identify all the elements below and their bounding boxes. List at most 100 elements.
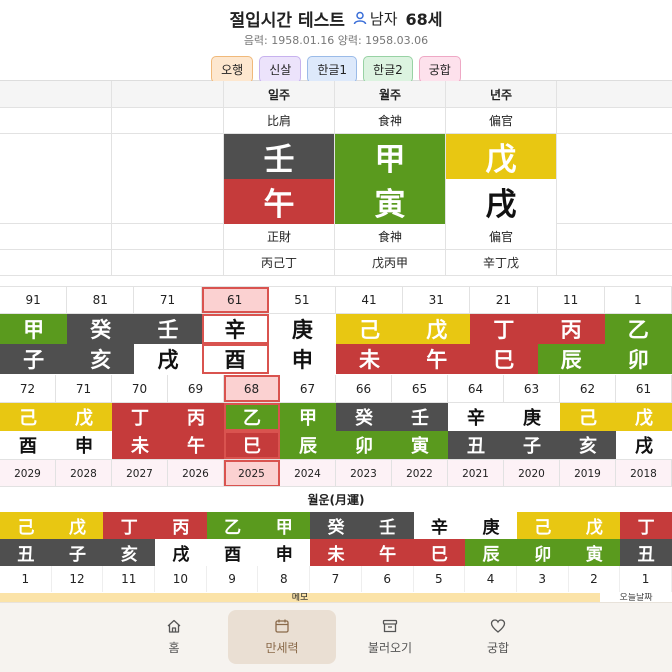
tengod-top-year: 偏官 xyxy=(446,108,557,133)
seun-year[interactable]: 2024 xyxy=(280,460,336,487)
today-strip[interactable]: 오늘날짜 xyxy=(619,593,653,603)
woleun-column[interactable]: 丁丑 xyxy=(620,512,672,566)
seun-column[interactable]: 壬寅 xyxy=(392,403,448,459)
daeun-stem: 戊 xyxy=(403,314,471,344)
daeun-age: 21 xyxy=(470,287,538,313)
daeun-branch: 卯 xyxy=(604,344,672,374)
woleun-branch: 巳 xyxy=(413,539,466,566)
woleun-stem: 庚 xyxy=(465,512,517,539)
daeun-column[interactable]: 丁巳 xyxy=(470,314,538,374)
seun-year[interactable]: 2023 xyxy=(336,460,392,487)
seun-year[interactable]: 2020 xyxy=(504,460,560,487)
woleun-column[interactable]: 庚辰 xyxy=(465,512,517,566)
woleun-column[interactable]: 壬午 xyxy=(361,512,414,566)
seun-year[interactable]: 2027 xyxy=(112,460,168,487)
year-pillar[interactable]: 戊 戌 xyxy=(446,134,557,224)
tengod-bottom-month: 食神 xyxy=(335,224,446,249)
daeun-branch: 子 xyxy=(0,344,68,374)
woleun-column[interactable]: 甲申 xyxy=(258,512,311,566)
nav-item-1[interactable]: 홈 xyxy=(120,610,228,664)
daeun-age-row: 91 81 71 61 51 41 31 21 11 1 xyxy=(0,286,672,314)
nav-label: 홈 xyxy=(168,641,180,655)
tab-4[interactable]: 한글2 xyxy=(363,56,413,83)
woleun-branch: 寅 xyxy=(568,539,621,566)
seun-year[interactable]: 2018 xyxy=(616,460,672,487)
seun-year[interactable]: 2021 xyxy=(448,460,504,487)
woleun-stem: 乙 xyxy=(206,512,259,539)
tengod-top-day: 比肩 xyxy=(224,108,335,133)
top-tengod-row: 比肩 食神 偏官 xyxy=(0,108,672,134)
seun-column[interactable]: 甲辰 xyxy=(280,403,336,459)
daeun-branch: 亥 xyxy=(67,344,135,374)
seun-year[interactable]: 2028 xyxy=(56,460,112,487)
woleun-column[interactable]: 己丑 xyxy=(0,512,52,566)
seun-branch: 酉 xyxy=(0,431,56,459)
seun-section: 72 71 70 69 68 67 66 65 64 63 62 61 己酉戊申丁未丙午乙巳甲辰癸卯壬… xyxy=(0,375,672,487)
seun-age: 71 xyxy=(56,375,112,402)
woleun-column[interactable]: 戊子 xyxy=(51,512,104,566)
hidden-stems-year: 辛丁戊 xyxy=(446,250,557,275)
seun-stem: 甲 xyxy=(280,403,336,431)
woleun-stem: 丁 xyxy=(103,512,156,539)
month-pillar[interactable]: 甲 寅 xyxy=(335,134,446,224)
daeun-column[interactable]: 壬戌 xyxy=(134,314,202,374)
woleun-column[interactable]: 丁亥 xyxy=(103,512,156,566)
daeun-branch: 午 xyxy=(403,344,471,374)
daeun-column[interactable]: 乙卯 xyxy=(604,314,672,374)
daeun-stem: 甲 xyxy=(0,314,68,344)
woleun-month: 11 xyxy=(103,566,156,592)
woleun-stem: 戊 xyxy=(568,512,621,539)
seun-year[interactable]: 2022 xyxy=(392,460,448,487)
daeun-column[interactable]: 辛酉 xyxy=(201,314,269,374)
seun-column[interactable]: 己酉 xyxy=(0,403,56,459)
daeun-section: 91 81 71 61 51 41 31 21 11 1 甲子癸亥壬戌辛酉庚申己未戊午丁巳丙辰乙卯 xyxy=(0,286,672,374)
seun-year[interactable]: 2019 xyxy=(560,460,616,487)
tengod-bottom-day: 正財 xyxy=(224,224,335,249)
nav-item-2[interactable]: 만세력 xyxy=(228,610,336,664)
seun-column[interactable]: 丙午 xyxy=(168,403,224,459)
seun-year[interactable]: 2026 xyxy=(168,460,224,487)
daeun-column[interactable]: 庚申 xyxy=(268,314,336,374)
seun-column[interactable]: 庚子 xyxy=(504,403,560,459)
hidden-stems-day: 丙己丁 xyxy=(224,250,335,275)
day-pillar[interactable]: 壬 午 xyxy=(224,134,335,224)
tab-5[interactable]: 궁합 xyxy=(418,56,461,83)
daeun-column[interactable]: 己未 xyxy=(335,314,404,374)
woleun-column[interactable]: 辛巳 xyxy=(413,512,466,566)
woleun-column[interactable]: 己卯 xyxy=(516,512,569,566)
seun-column[interactable]: 己亥 xyxy=(560,403,616,459)
tab-3[interactable]: 한글1 xyxy=(307,56,358,83)
woleun-column[interactable]: 戊寅 xyxy=(568,512,621,566)
tab-1[interactable]: 오행 xyxy=(211,56,254,83)
seun-stem: 庚 xyxy=(504,403,560,431)
seun-column[interactable]: 戊申 xyxy=(56,403,112,459)
woleun-month: 12 xyxy=(52,566,104,592)
daeun-stem: 丁 xyxy=(470,314,538,344)
daeun-stem: 壬 xyxy=(134,314,202,344)
seun-year[interactable]: 2029 xyxy=(0,460,56,487)
seun-column[interactable]: 乙巳 xyxy=(224,403,280,459)
seun-column[interactable]: 戊戌 xyxy=(616,403,672,459)
nav-item-3[interactable]: 불러오기 xyxy=(336,610,444,664)
woleun-column[interactable]: 癸未 xyxy=(310,512,362,566)
tab-2[interactable]: 신살 xyxy=(259,56,302,83)
nav-item-4[interactable]: 궁합 xyxy=(444,610,552,664)
seun-branch: 未 xyxy=(112,431,168,459)
woleun-column[interactable]: 丙戌 xyxy=(155,512,207,566)
woleun-month: 4 xyxy=(465,566,517,592)
daeun-column[interactable]: 甲子 xyxy=(0,314,68,374)
seun-column[interactable]: 癸卯 xyxy=(336,403,392,459)
daeun-column[interactable]: 丙辰 xyxy=(537,314,605,374)
daeun-age: 31 xyxy=(403,287,471,313)
woleun-column[interactable]: 乙酉 xyxy=(206,512,259,566)
memo-strip[interactable]: 메모 xyxy=(0,593,600,603)
daeun-column[interactable]: 癸亥 xyxy=(67,314,135,374)
daeun-stem: 丙 xyxy=(537,314,605,344)
daeun-column[interactable]: 戊午 xyxy=(403,314,471,374)
seun-column[interactable]: 辛丑 xyxy=(448,403,504,459)
heart-icon xyxy=(490,619,506,633)
seun-column[interactable]: 丁未 xyxy=(112,403,168,459)
daeun-age: 61 xyxy=(201,287,269,313)
seun-year[interactable]: 2025 xyxy=(224,460,280,487)
home-icon xyxy=(167,619,181,633)
